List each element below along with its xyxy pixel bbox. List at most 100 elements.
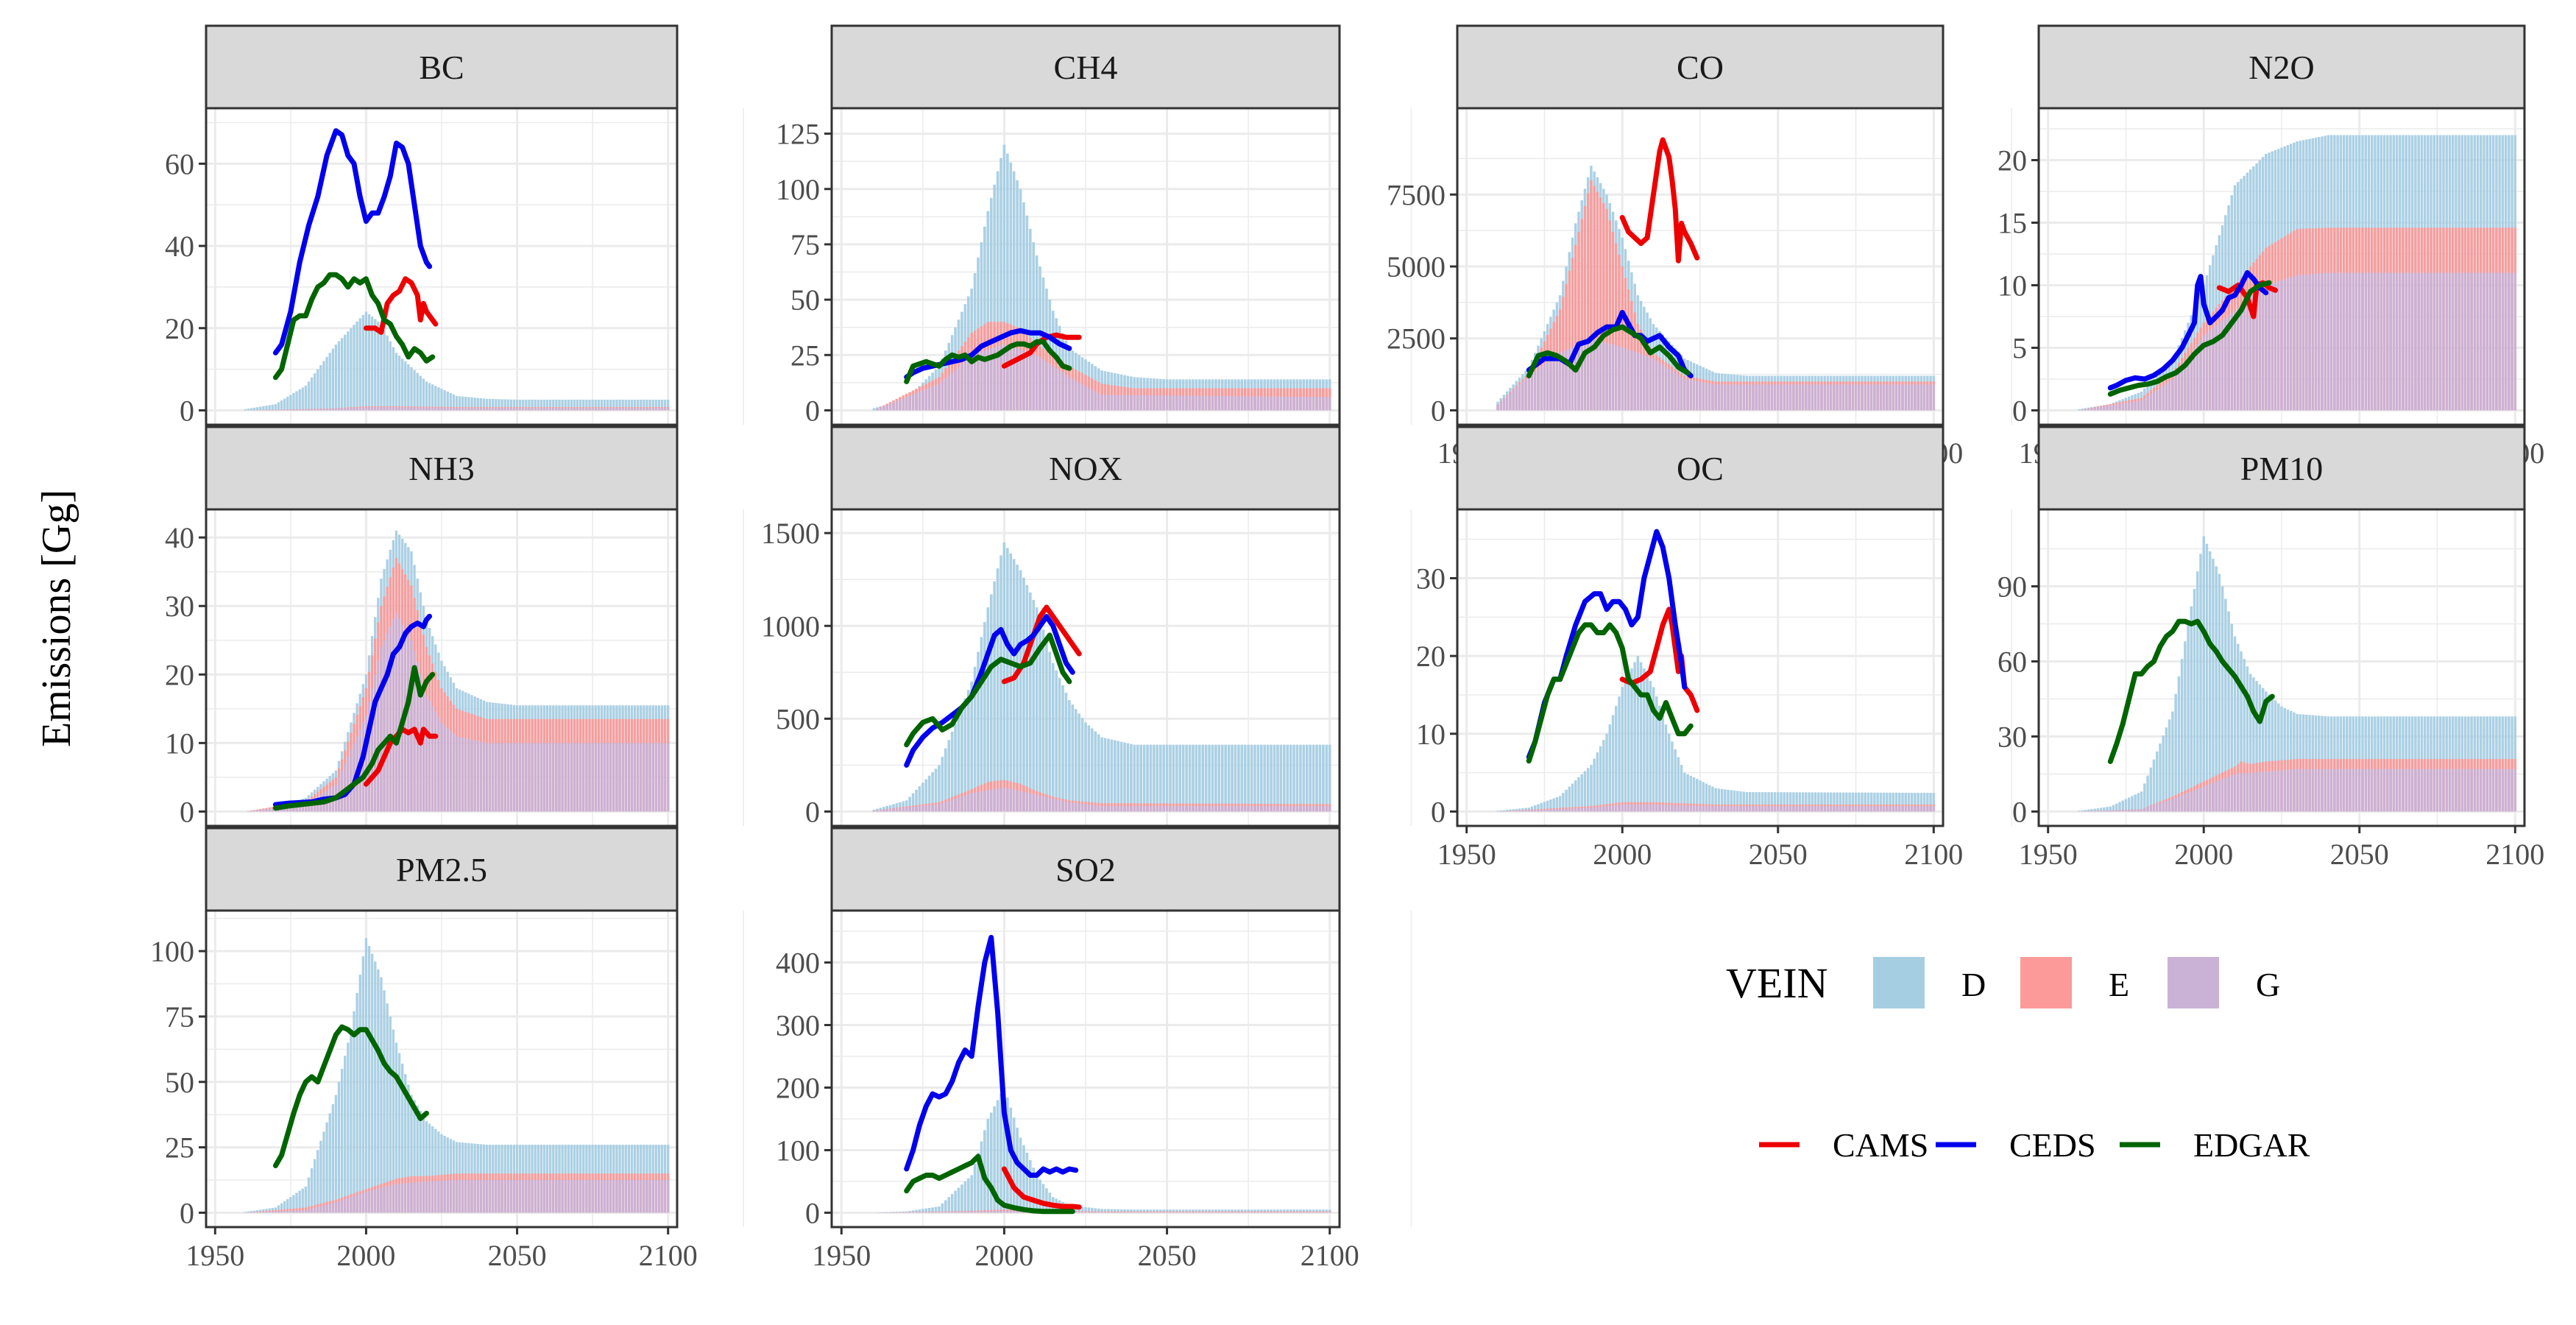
bar-D xyxy=(570,399,573,411)
bar-G xyxy=(555,408,558,411)
bar-D xyxy=(1309,1209,1312,1213)
bar-D xyxy=(609,399,612,411)
bar-G xyxy=(1250,1212,1253,1213)
bar-D xyxy=(280,400,283,411)
bar-D xyxy=(1270,744,1273,812)
bar-G xyxy=(2265,771,2268,812)
bar-G xyxy=(407,635,410,812)
bar-G xyxy=(1599,806,1602,812)
bar-D xyxy=(1829,792,1833,812)
bar-G xyxy=(570,1180,573,1213)
bar-G xyxy=(1845,384,1848,411)
bar-G xyxy=(2162,802,2165,812)
bar-D xyxy=(1231,744,1234,812)
bar-G xyxy=(1667,368,1671,411)
bar-G xyxy=(1097,805,1100,812)
bar-G xyxy=(2248,297,2252,411)
bar-G xyxy=(1126,395,1130,411)
bar-G xyxy=(1904,384,1907,411)
bar-G xyxy=(1574,345,1577,411)
bar-G xyxy=(2386,272,2389,411)
y-tick-label: 0 xyxy=(2012,795,2027,828)
facet-panels: BC0204060CH40255075100125CO0250050007500… xyxy=(150,24,2544,1272)
bar-D xyxy=(1658,705,1661,812)
bar-G xyxy=(960,1211,963,1213)
bar-D xyxy=(1211,744,1214,812)
bar-G xyxy=(1130,395,1133,411)
bar-G xyxy=(1312,1212,1315,1213)
bar-G xyxy=(416,407,419,411)
bar-G xyxy=(2099,810,2103,812)
bar-D xyxy=(416,372,419,411)
bar-G xyxy=(2103,810,2106,812)
bar-G xyxy=(1071,802,1075,812)
bar-G xyxy=(588,743,591,812)
bar-G xyxy=(1318,1212,1322,1213)
bar-D xyxy=(1795,792,1798,812)
bar-D xyxy=(1530,806,1534,812)
bar-G xyxy=(1798,384,1802,411)
bar-G xyxy=(2423,272,2427,411)
bar-G xyxy=(1708,805,1711,812)
bar-D xyxy=(2202,536,2205,812)
bar-G xyxy=(1755,806,1758,812)
bar-G xyxy=(2513,768,2517,812)
bar-G xyxy=(564,743,567,812)
bar-G xyxy=(2093,408,2096,411)
bar-D xyxy=(2215,566,2218,812)
bar-G xyxy=(2096,407,2100,411)
bar-G xyxy=(567,743,570,812)
bar-G xyxy=(2476,768,2480,812)
bar-D xyxy=(334,344,338,411)
bar-G xyxy=(298,409,301,411)
bar-G xyxy=(383,640,386,812)
bar-G xyxy=(882,809,885,812)
bar-G xyxy=(1068,377,1071,411)
bar-G xyxy=(1515,810,1518,812)
bar-D xyxy=(443,1135,446,1213)
bar-G xyxy=(1894,384,1898,411)
bar-G xyxy=(567,408,570,411)
bar-D xyxy=(2168,719,2171,812)
bar-G xyxy=(353,1195,355,1213)
bar-D xyxy=(1590,765,1593,812)
bar-G xyxy=(1580,808,1583,812)
bar-G xyxy=(908,1212,911,1213)
bar-D xyxy=(1322,744,1325,812)
bar-G xyxy=(1552,357,1555,411)
bar-G xyxy=(1652,358,1655,411)
bar-D xyxy=(350,1029,353,1213)
bar-G xyxy=(1123,805,1126,812)
bar-G xyxy=(2405,768,2407,812)
bar-G xyxy=(1256,1212,1260,1213)
bar-D xyxy=(1025,584,1029,812)
y-tick-label: 40 xyxy=(165,230,194,263)
bar-G xyxy=(905,397,908,411)
bar-D xyxy=(1518,808,1521,812)
bar-G xyxy=(1227,396,1231,411)
bar-D xyxy=(1805,792,1808,812)
bar-G xyxy=(2324,272,2326,411)
bar-D xyxy=(1730,790,1733,812)
bar-G xyxy=(921,805,924,812)
bar-D xyxy=(1910,792,1914,812)
bar-E xyxy=(1568,270,1571,411)
bar-D xyxy=(2252,677,2255,812)
bar-E xyxy=(1611,232,1615,411)
bar-G xyxy=(654,1180,657,1213)
bar-D xyxy=(1499,810,1502,812)
bar-D xyxy=(633,399,637,411)
bar-G xyxy=(2349,768,2352,812)
bar-D xyxy=(1117,741,1120,812)
bar-G xyxy=(648,408,651,411)
bar-G xyxy=(1839,384,1842,411)
bar-G xyxy=(1534,810,1537,812)
bar-G xyxy=(2501,272,2505,411)
bar-G xyxy=(924,1212,928,1213)
bar-D xyxy=(1286,1209,1289,1213)
bar-D xyxy=(500,399,503,411)
bar-D xyxy=(1861,792,1864,812)
bar-D xyxy=(1593,758,1596,812)
bar-D xyxy=(1655,696,1658,812)
